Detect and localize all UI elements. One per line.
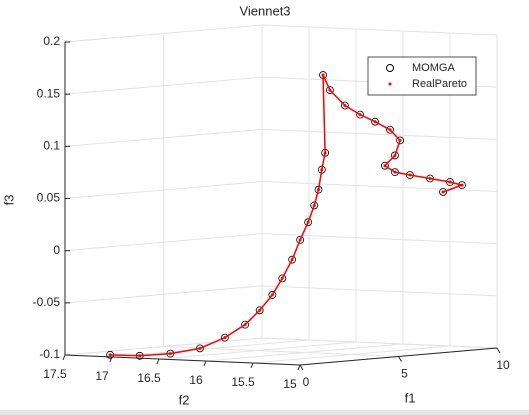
point xyxy=(280,276,284,280)
point xyxy=(198,346,202,350)
point xyxy=(321,73,325,77)
point xyxy=(439,188,447,196)
x-tick-label: 0 xyxy=(303,375,310,389)
point xyxy=(398,138,402,142)
z-tick-label: 0 xyxy=(53,243,60,257)
point xyxy=(458,181,466,190)
point xyxy=(255,306,264,315)
point xyxy=(328,88,332,92)
grid-line xyxy=(158,341,357,360)
z-axis-label: f3 xyxy=(1,195,16,206)
point xyxy=(371,117,379,126)
y-tick xyxy=(62,354,66,361)
grid-line xyxy=(64,337,263,356)
y-tick-label: 15 xyxy=(283,377,297,391)
legend-box xyxy=(367,56,477,96)
point xyxy=(388,128,392,132)
point xyxy=(241,320,249,329)
point xyxy=(268,291,277,299)
z-tick-label: -0.05 xyxy=(33,295,61,309)
grid-line xyxy=(261,24,498,36)
grid-line xyxy=(252,345,451,364)
point xyxy=(317,188,321,192)
point xyxy=(138,354,142,358)
y-axis-label: f2 xyxy=(179,392,190,407)
point xyxy=(396,136,404,145)
axis-edge xyxy=(64,354,301,366)
grid-line xyxy=(261,181,498,192)
point xyxy=(320,168,324,172)
grid-line xyxy=(163,346,399,357)
y-tick-label: 17.5 xyxy=(43,367,67,381)
point xyxy=(243,323,247,327)
point xyxy=(306,220,310,224)
y-tick-label: 16 xyxy=(189,373,203,387)
y-tick xyxy=(156,358,160,365)
x-tick-label: 10 xyxy=(496,358,510,372)
point xyxy=(323,151,327,155)
y-tick-label: 15.5 xyxy=(231,375,255,389)
point xyxy=(304,218,313,227)
grid-line xyxy=(261,337,498,349)
point xyxy=(220,333,229,342)
z-tick-label: 0.05 xyxy=(37,191,61,205)
z-tick-label: -0.1 xyxy=(39,347,60,361)
y-tick-label: 16.5 xyxy=(137,371,161,385)
point xyxy=(288,255,297,264)
x-axis-label: f1 xyxy=(405,390,416,405)
legend-label: RealPareto xyxy=(412,78,467,90)
point xyxy=(428,177,432,180)
legend-marker xyxy=(386,64,394,72)
x-tick xyxy=(496,347,501,354)
legend-label: MOMGA xyxy=(412,62,455,74)
point xyxy=(312,203,316,207)
y-tick-label: 17 xyxy=(95,369,109,383)
point xyxy=(341,101,349,110)
point xyxy=(108,353,112,357)
grid-line xyxy=(205,343,404,362)
point xyxy=(168,352,172,356)
y-tick xyxy=(203,360,207,367)
point xyxy=(223,336,227,340)
bottom-strip xyxy=(0,410,529,415)
point xyxy=(298,238,302,242)
point xyxy=(343,104,347,108)
grid-line xyxy=(261,233,498,245)
point xyxy=(326,86,334,95)
point xyxy=(310,201,319,210)
point xyxy=(391,151,399,160)
point xyxy=(441,190,445,194)
grid-line xyxy=(111,339,310,358)
point xyxy=(358,113,362,117)
chart-title: Viennet3 xyxy=(239,3,290,18)
x-tick-label: 5 xyxy=(401,367,408,381)
point xyxy=(460,183,464,187)
grid-line xyxy=(261,128,498,140)
point xyxy=(296,235,305,244)
point xyxy=(386,125,394,134)
point xyxy=(278,274,287,283)
legend-marker xyxy=(388,82,392,86)
x-tick xyxy=(398,356,402,362)
point xyxy=(356,110,364,119)
grid-line xyxy=(261,285,498,297)
x-tick xyxy=(299,364,304,371)
point xyxy=(258,308,262,312)
y-tick xyxy=(250,362,254,369)
z-tick-label: 0.15 xyxy=(37,86,61,100)
point xyxy=(270,293,274,297)
point xyxy=(290,258,294,262)
point xyxy=(393,153,397,157)
y-tick xyxy=(297,364,301,371)
point xyxy=(393,170,397,174)
point xyxy=(381,161,389,170)
z-tick-label: 0.1 xyxy=(43,139,60,153)
z-tick-label: 0.2 xyxy=(43,34,60,48)
point xyxy=(448,180,452,184)
point xyxy=(383,164,387,168)
point xyxy=(373,120,377,124)
point xyxy=(408,173,412,177)
